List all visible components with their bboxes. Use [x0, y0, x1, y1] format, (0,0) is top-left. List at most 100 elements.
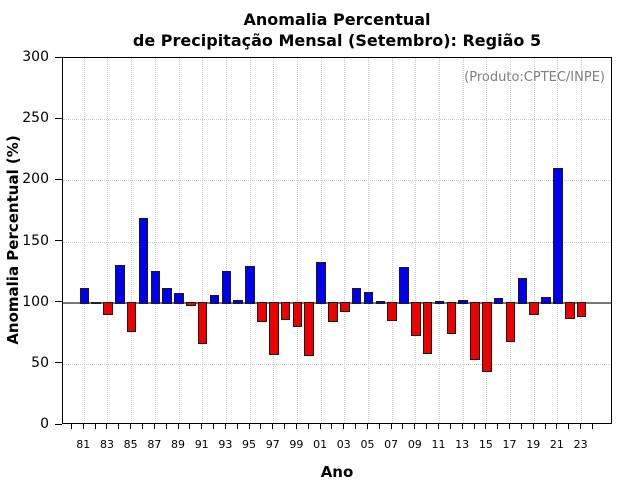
bar-89	[174, 292, 184, 304]
x-tick-27	[402, 424, 404, 429]
x-tick-10	[201, 424, 203, 429]
bar-81	[79, 287, 90, 304]
x-tick-13	[236, 424, 238, 429]
v-gridline-81	[83, 58, 85, 423]
bar-18	[517, 278, 528, 304]
x-tick-label-09: 09	[407, 438, 422, 451]
x-tick-label-91: 91	[194, 438, 209, 451]
chart-title-line-2: de Precipitação Mensal (Setembro): Regiã…	[132, 31, 542, 50]
bar-22	[564, 301, 575, 319]
x-tick-3	[118, 424, 120, 429]
x-tick-5	[142, 424, 143, 429]
x-tick-14	[248, 424, 250, 429]
bar-82	[91, 301, 101, 304]
y-tick-label-250: 250	[22, 110, 49, 127]
x-tick-8	[177, 424, 179, 429]
v-gridline-99	[296, 58, 298, 423]
bar-92	[209, 295, 220, 304]
bar-17	[505, 301, 516, 342]
chart-title: Anomalia Percentual de Precipitação Mens…	[62, 9, 612, 51]
v-gridline-09	[415, 58, 417, 423]
v-gridline-89	[178, 58, 180, 423]
x-tick-29	[426, 424, 428, 429]
bar-91	[197, 301, 208, 345]
x-tick-label-87: 87	[147, 438, 162, 451]
x-tick-36	[509, 424, 511, 429]
h-gridline-200	[63, 180, 611, 182]
h-gridline-50	[63, 363, 611, 365]
x-tick-label-89: 89	[171, 438, 186, 451]
h-gridline-250	[63, 119, 611, 121]
x-tick-40	[556, 424, 558, 429]
v-gridline-05	[367, 58, 369, 423]
bar-02	[328, 301, 338, 323]
y-tick-label-0: 0	[40, 416, 49, 432]
x-tick-26	[390, 424, 392, 429]
bar-11	[434, 301, 445, 304]
x-tick-label-21: 21	[549, 438, 564, 451]
y-tick-0	[55, 423, 62, 425]
v-gridline-87	[154, 58, 156, 423]
v-gridline-23	[581, 58, 583, 423]
bar-93	[221, 270, 232, 304]
bar-12	[446, 301, 457, 335]
bar-83	[103, 301, 113, 315]
bar-16	[493, 297, 504, 304]
bar-97	[268, 301, 279, 356]
bar-00	[304, 301, 315, 357]
x-tick-24	[366, 424, 368, 429]
x-tick-23	[355, 424, 357, 429]
x-tick-43	[591, 424, 593, 429]
bar-85	[126, 301, 137, 333]
x-tick-2	[106, 424, 108, 429]
bar-86	[138, 218, 149, 304]
bar-09	[411, 301, 421, 336]
x-tick-38	[532, 424, 534, 429]
x-tick-30	[438, 424, 439, 429]
x-tick-0	[82, 424, 84, 429]
x-tick-label-83: 83	[99, 438, 114, 451]
v-gridline-85	[131, 58, 133, 423]
y-tick-200	[55, 178, 62, 180]
x-tick-31	[449, 424, 451, 429]
x-tick-15	[260, 424, 262, 429]
x-tick-6	[153, 424, 155, 429]
x-tick-label-11: 11	[431, 438, 446, 451]
x-tick-28	[414, 424, 416, 429]
x-tick-42	[580, 424, 582, 429]
bar-08	[399, 267, 409, 304]
v-gridline-83	[107, 58, 109, 423]
x-tick-41	[568, 424, 570, 429]
x-tick-label-01: 01	[313, 438, 328, 451]
x-tick-17	[284, 424, 286, 429]
x-tick-20	[319, 424, 321, 429]
v-gridline-11	[439, 58, 440, 423]
x-tick-4	[130, 424, 132, 429]
x-tick-37	[520, 424, 522, 429]
x-tick-25	[378, 424, 380, 429]
bar-88	[162, 287, 172, 304]
y-tick-label-150: 150	[22, 232, 49, 249]
x-tick-1	[94, 424, 96, 429]
v-gridline-93	[225, 58, 227, 423]
v-gridline-19	[533, 58, 535, 423]
h-gridline-150	[63, 241, 611, 243]
bar-14	[470, 301, 480, 361]
product-annotation: (Produto:CPTEC/INPE)	[464, 70, 605, 85]
x-tick-label-13: 13	[455, 438, 470, 451]
x-tick-label-19: 19	[526, 438, 541, 451]
bar-20	[541, 296, 551, 304]
bar-05	[363, 291, 374, 304]
x-tick-33	[473, 424, 475, 429]
chart-title-line-1: Anomalia Percentual	[243, 10, 431, 29]
v-gridline-01	[320, 58, 322, 423]
bar-04	[351, 287, 362, 304]
x-tick-35	[497, 424, 499, 429]
x-tick-label-07: 07	[384, 438, 399, 451]
x-tick-11	[213, 424, 215, 429]
bar-96	[257, 301, 267, 323]
v-gridline-91	[202, 58, 204, 423]
bar-95	[245, 265, 255, 304]
x-tick-label-97: 97	[265, 438, 280, 451]
